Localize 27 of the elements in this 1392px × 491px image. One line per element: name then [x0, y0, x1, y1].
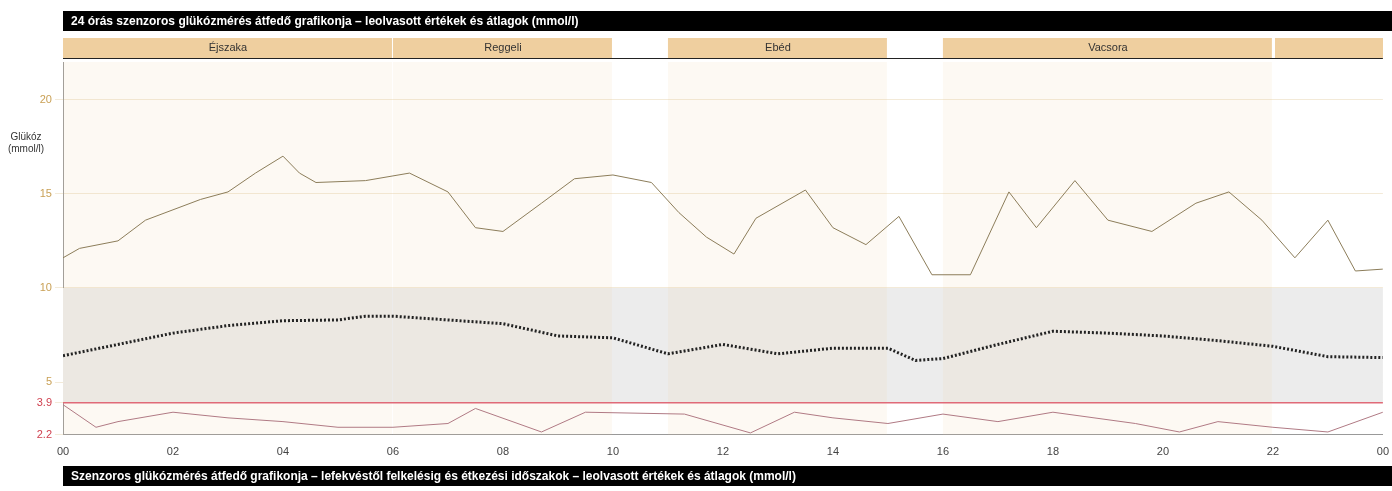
x-tick-label: 00: [56, 445, 70, 458]
y-tick-label: 5: [45, 375, 52, 388]
x-tick-label: 00: [1376, 445, 1390, 458]
y-tick-label: 15: [39, 186, 52, 199]
x-tick-label: 16: [936, 445, 950, 458]
y-tick-label: 3.9: [36, 395, 52, 408]
x-tick-label: 04: [276, 445, 290, 458]
x-tick-label: 12: [716, 445, 730, 458]
line-series: [63, 314, 1383, 362]
chart-title: 24 órás szenzoros glükózmérés átfedő grafikonja – leolvasott értékek és átlagok (mmol/l): [63, 11, 1392, 31]
x-tick-label: 22: [1266, 445, 1280, 458]
x-tick-label: 20: [1156, 445, 1170, 458]
band-label: Éjszaka: [208, 41, 249, 54]
x-tick-label: 14: [826, 445, 840, 458]
band-label: Vacsora: [1088, 41, 1129, 54]
band-label: Ebéd: [765, 41, 791, 54]
x-tick-label: 08: [496, 445, 510, 458]
x-tick-label: 06: [386, 445, 400, 458]
y-tick-label: 2.2: [36, 427, 52, 440]
text: Szenzoros glükózmérés átfedő grafikonja – lefekvéstől felkelésig és étkezési időszakok – leolvasott értékek és átlagok (mmol/l): [63, 466, 1392, 486]
x-tick-label: 18: [1046, 445, 1060, 458]
y-tick-label: 20: [39, 92, 52, 105]
x-tick-label: 10: [606, 445, 620, 458]
y-axis-title: Glükóz (mmol/l): [7, 131, 45, 155]
x-tick-label: 02: [166, 445, 180, 458]
y-tick-label: 10: [39, 280, 52, 293]
band-label: Reggeli: [484, 41, 522, 54]
